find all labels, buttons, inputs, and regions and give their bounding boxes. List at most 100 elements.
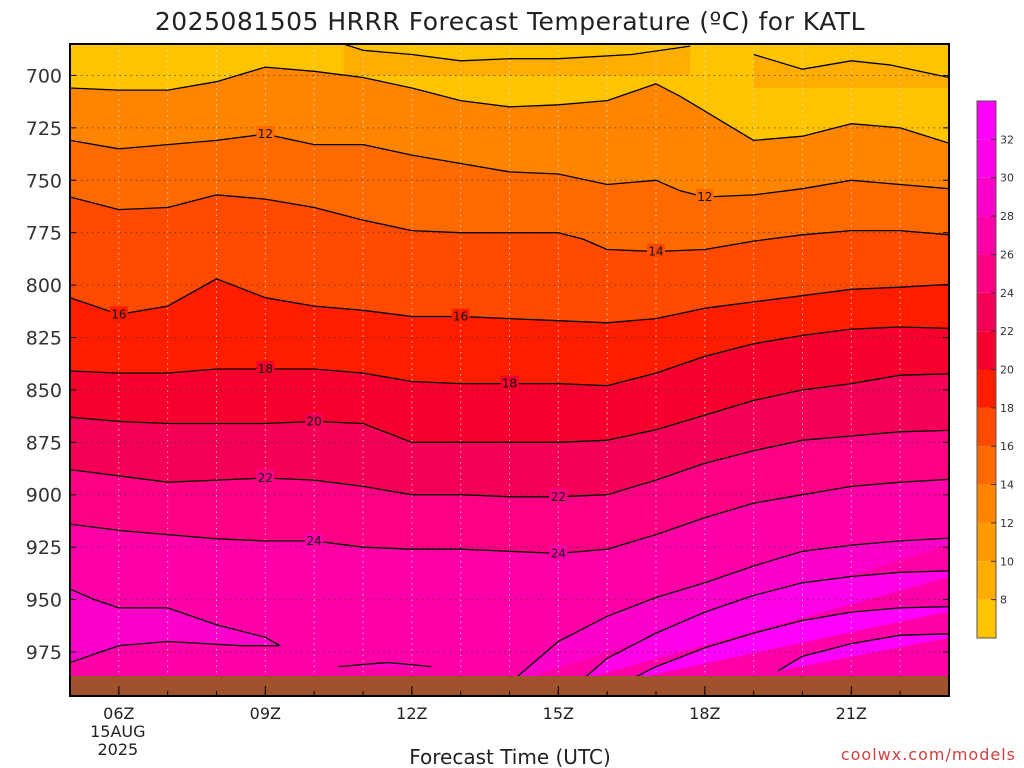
colorbar-swatch-16 — [977, 407, 996, 447]
colorbar-swatch-26 — [977, 216, 996, 255]
colorbar-tick-label: 26 — [1000, 248, 1014, 261]
colorbar-swatch-20 — [977, 331, 996, 370]
isotherm-label-bg-14-0 — [647, 243, 665, 259]
isotherm-label-18: 18 — [502, 377, 517, 391]
colorbar-tick-label: 18 — [1000, 402, 1014, 415]
colorbar-tick-label: 30 — [1000, 172, 1014, 185]
x-tick-label: 15Z — [543, 704, 574, 723]
isotherm-label-22: 22 — [258, 471, 273, 485]
isotherm-label-16: 16 — [111, 307, 126, 321]
isotherm-24-line-10 — [70, 478, 949, 555]
isotherm-label-bg-18-1 — [500, 375, 519, 391]
ground-surface — [70, 676, 949, 696]
colorbar-swatch-8 — [977, 561, 996, 600]
fill-band-8-0 — [343, 44, 691, 76]
colorbar-tick-label: 24 — [1000, 287, 1014, 300]
y-tick-label: 800 — [26, 275, 62, 297]
isotherm-8-line-1 — [753, 53, 949, 79]
isotherm-12-line-3 — [70, 133, 949, 198]
colorbar-swatch-12 — [977, 484, 996, 523]
x-tick-label: 12Z — [396, 704, 427, 723]
x-tick-label: 21Z — [836, 704, 867, 723]
temperature-fill-layer — [70, 44, 949, 696]
colorbar-tick-label: 8 — [1000, 594, 1007, 607]
isotherm-26-line-11 — [70, 588, 281, 664]
colorbar-tick-label: 28 — [1000, 210, 1014, 223]
isotherm-label-bg-16-0 — [109, 306, 128, 322]
colorbar-swatch-30 — [977, 139, 996, 178]
isotherm-label-bg-22-1 — [549, 488, 568, 504]
isotherm-label-bg-12-1 — [695, 189, 714, 205]
isotherm-label-12: 12 — [697, 190, 712, 204]
colorbar-tick-label: 22 — [1000, 325, 1014, 338]
isotherm-22-line-9 — [70, 429, 949, 498]
fill-band-8-1 — [753, 54, 949, 89]
isotherm-lines — [70, 44, 949, 684]
x-tick-date: 15AUG — [90, 722, 145, 741]
isotherm-label-bg-22-0 — [256, 469, 275, 485]
isotherm-26-line-16 — [338, 661, 432, 668]
fill-band-26-16 — [338, 662, 432, 667]
y-tick-label: 850 — [26, 380, 62, 402]
y-axis: 700 725 750 775 800 825 850 875 900 925 950 975 — [26, 65, 949, 664]
colorbar: 8 10 12 14 16 18 20 22 24 26 28 30 32 — [976, 100, 1014, 639]
colorbar-swatch-32 — [977, 101, 996, 140]
y-tick-label: 925 — [26, 537, 62, 559]
fill-band-26-11 — [70, 589, 280, 663]
colorbar-swatch-10 — [977, 522, 996, 562]
y-tick-label: 950 — [26, 590, 62, 612]
colorbar-tick-label: 14 — [1000, 479, 1014, 492]
isotherm-label-14: 14 — [648, 245, 663, 259]
y-tick-label: 700 — [26, 65, 62, 87]
isotherm-28-line-13 — [582, 570, 949, 680]
isotherm-label-bg-24-0 — [305, 532, 324, 548]
isotherm-label-bg-18-0 — [256, 360, 275, 376]
isotherm-label-24: 24 — [551, 546, 566, 560]
chart-title: 2025081505 HRRR Forecast Temperature (ºC… — [155, 7, 865, 36]
isotherm-label-bg-24-1 — [549, 545, 568, 561]
x-tick-label: 18Z — [689, 704, 720, 723]
isotherm-label-bg-20-0 — [305, 413, 324, 429]
y-tick-label: 825 — [26, 328, 62, 350]
colorbar-tick-label: 10 — [1000, 555, 1014, 568]
isotherm-label-bg-16-1 — [451, 308, 470, 324]
colorbar-tick-label: 32 — [1000, 133, 1014, 146]
site-credit[interactable]: coolwx.com/models — [841, 745, 1016, 764]
x-tick-label: 09Z — [250, 704, 281, 723]
fill-band-28-13 — [582, 570, 949, 680]
isotherm-label-bg-12-0 — [256, 126, 275, 142]
plot-area — [70, 44, 949, 696]
isotherm-30-line-14 — [631, 605, 949, 680]
y-tick-label: 975 — [26, 642, 62, 664]
colorbar-swatch-22 — [977, 292, 996, 332]
isotherm-16-line-6 — [70, 278, 949, 324]
isotherm-label-24: 24 — [307, 534, 322, 548]
isotherm-8-line-0 — [343, 44, 691, 62]
y-tick-label: 775 — [26, 223, 62, 245]
isotherm-label-12: 12 — [258, 127, 273, 141]
isotherm-20-line-8 — [70, 373, 949, 443]
colorbar-swatch-28 — [977, 177, 996, 217]
fill-band-32-15 — [778, 633, 949, 671]
colorbar-swatch-14 — [977, 446, 996, 485]
isotherm-label-22: 22 — [551, 490, 566, 504]
x-tick-year: 2025 — [97, 740, 138, 759]
fill-band-30-14 — [631, 606, 949, 680]
colorbar-swatch-6 — [977, 599, 996, 638]
colorbar-tick-label: 20 — [1000, 364, 1014, 377]
x-axis-title: Forecast Time (UTC) — [409, 745, 611, 768]
x-tick-label: 06Z — [103, 704, 134, 723]
isotherm-32-line-15 — [777, 633, 949, 672]
y-tick-label: 725 — [26, 118, 62, 140]
isotherm-10-line-2 — [70, 66, 949, 144]
colorbar-tick-label: 16 — [1000, 440, 1014, 453]
y-tick-label: 875 — [26, 432, 62, 454]
y-tick-label: 750 — [26, 170, 62, 192]
isotherm-label-20: 20 — [307, 414, 322, 428]
colorbar-tick-label: 12 — [1000, 517, 1014, 530]
colorbar-swatch-18 — [977, 369, 996, 408]
isotherm-14-line-5 — [70, 194, 949, 253]
colorbar-swatch-24 — [977, 254, 996, 293]
